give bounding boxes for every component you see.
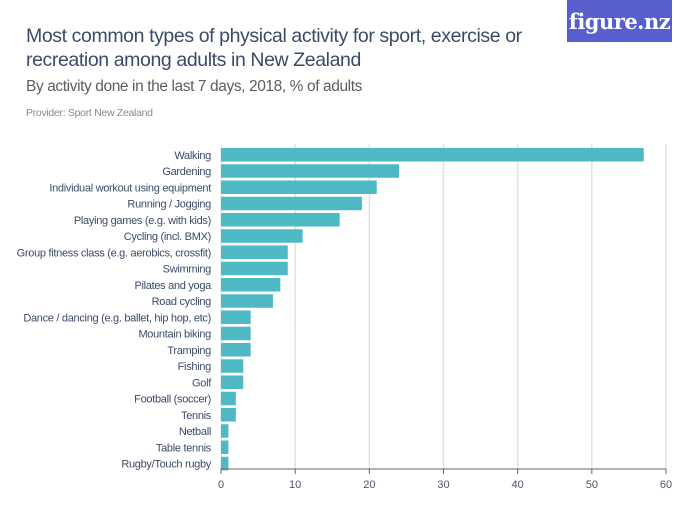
category-label: Group fitness class (e.g. aerobics, cros… (17, 247, 211, 259)
bar (221, 148, 644, 162)
bar (221, 359, 244, 373)
bar (221, 245, 288, 259)
category-label: Rugby/Touch rugby (121, 459, 211, 471)
bar (221, 326, 251, 341)
category-label: Road cycling (152, 296, 212, 308)
category-label: Cycling (incl. BMX) (124, 231, 211, 243)
bar (221, 261, 288, 276)
category-label: Playing games (e.g. with kids) (74, 215, 211, 227)
chart-title: Most common types of physical activity f… (26, 25, 522, 71)
bar (221, 440, 229, 454)
bar (221, 456, 229, 471)
x-tick-label: 40 (512, 479, 524, 491)
x-tick-label: 50 (586, 479, 598, 491)
figure-nz-logo[interactable]: figure.nz (567, 0, 672, 42)
x-tick-label: 20 (363, 479, 375, 491)
bar (221, 229, 303, 243)
category-label: Running / Jogging (127, 199, 211, 211)
bars (221, 148, 644, 471)
bar (221, 408, 236, 422)
bar (221, 196, 362, 211)
category-label: Dance / dancing (e.g. ballet, hip hop, e… (23, 312, 211, 324)
x-tick-label: 30 (437, 479, 449, 491)
category-label: Walking (174, 150, 211, 162)
bar (221, 391, 236, 406)
category-label: Individual workout using equipment (49, 182, 211, 194)
bar (221, 180, 377, 194)
category-label: Tramping (167, 345, 211, 357)
category-label: Tennis (181, 410, 212, 422)
x-tick-label: 0 (218, 479, 224, 491)
category-label: Table tennis (156, 442, 212, 454)
category-label: Pilates and yoga (134, 280, 212, 292)
category-labels: Walking Gardening Individual workout using… (17, 150, 213, 471)
provider-label: Provider: Sport New Zealand (26, 107, 153, 119)
x-tick-label: 60 (660, 479, 672, 491)
category-label: Netball (179, 426, 211, 438)
category-label: Fishing (178, 361, 212, 373)
bar (221, 375, 244, 389)
category-label: Gardening (162, 166, 211, 178)
bar (221, 213, 340, 227)
x-axis: 0 10 20 30 40 50 60 (218, 468, 672, 491)
category-label: Football (soccer) (134, 394, 211, 406)
x-tick-label: 10 (289, 479, 301, 491)
bar (221, 278, 281, 292)
bar (221, 294, 273, 308)
bar (221, 164, 399, 178)
category-label: Swimming (163, 264, 212, 276)
category-label: Mountain biking (138, 329, 211, 341)
bar (221, 310, 251, 324)
bar (221, 343, 251, 357)
chart-subtitle: By activity done in the last 7 days, 201… (26, 78, 362, 95)
bar (221, 424, 229, 438)
category-label: Golf (192, 377, 212, 389)
